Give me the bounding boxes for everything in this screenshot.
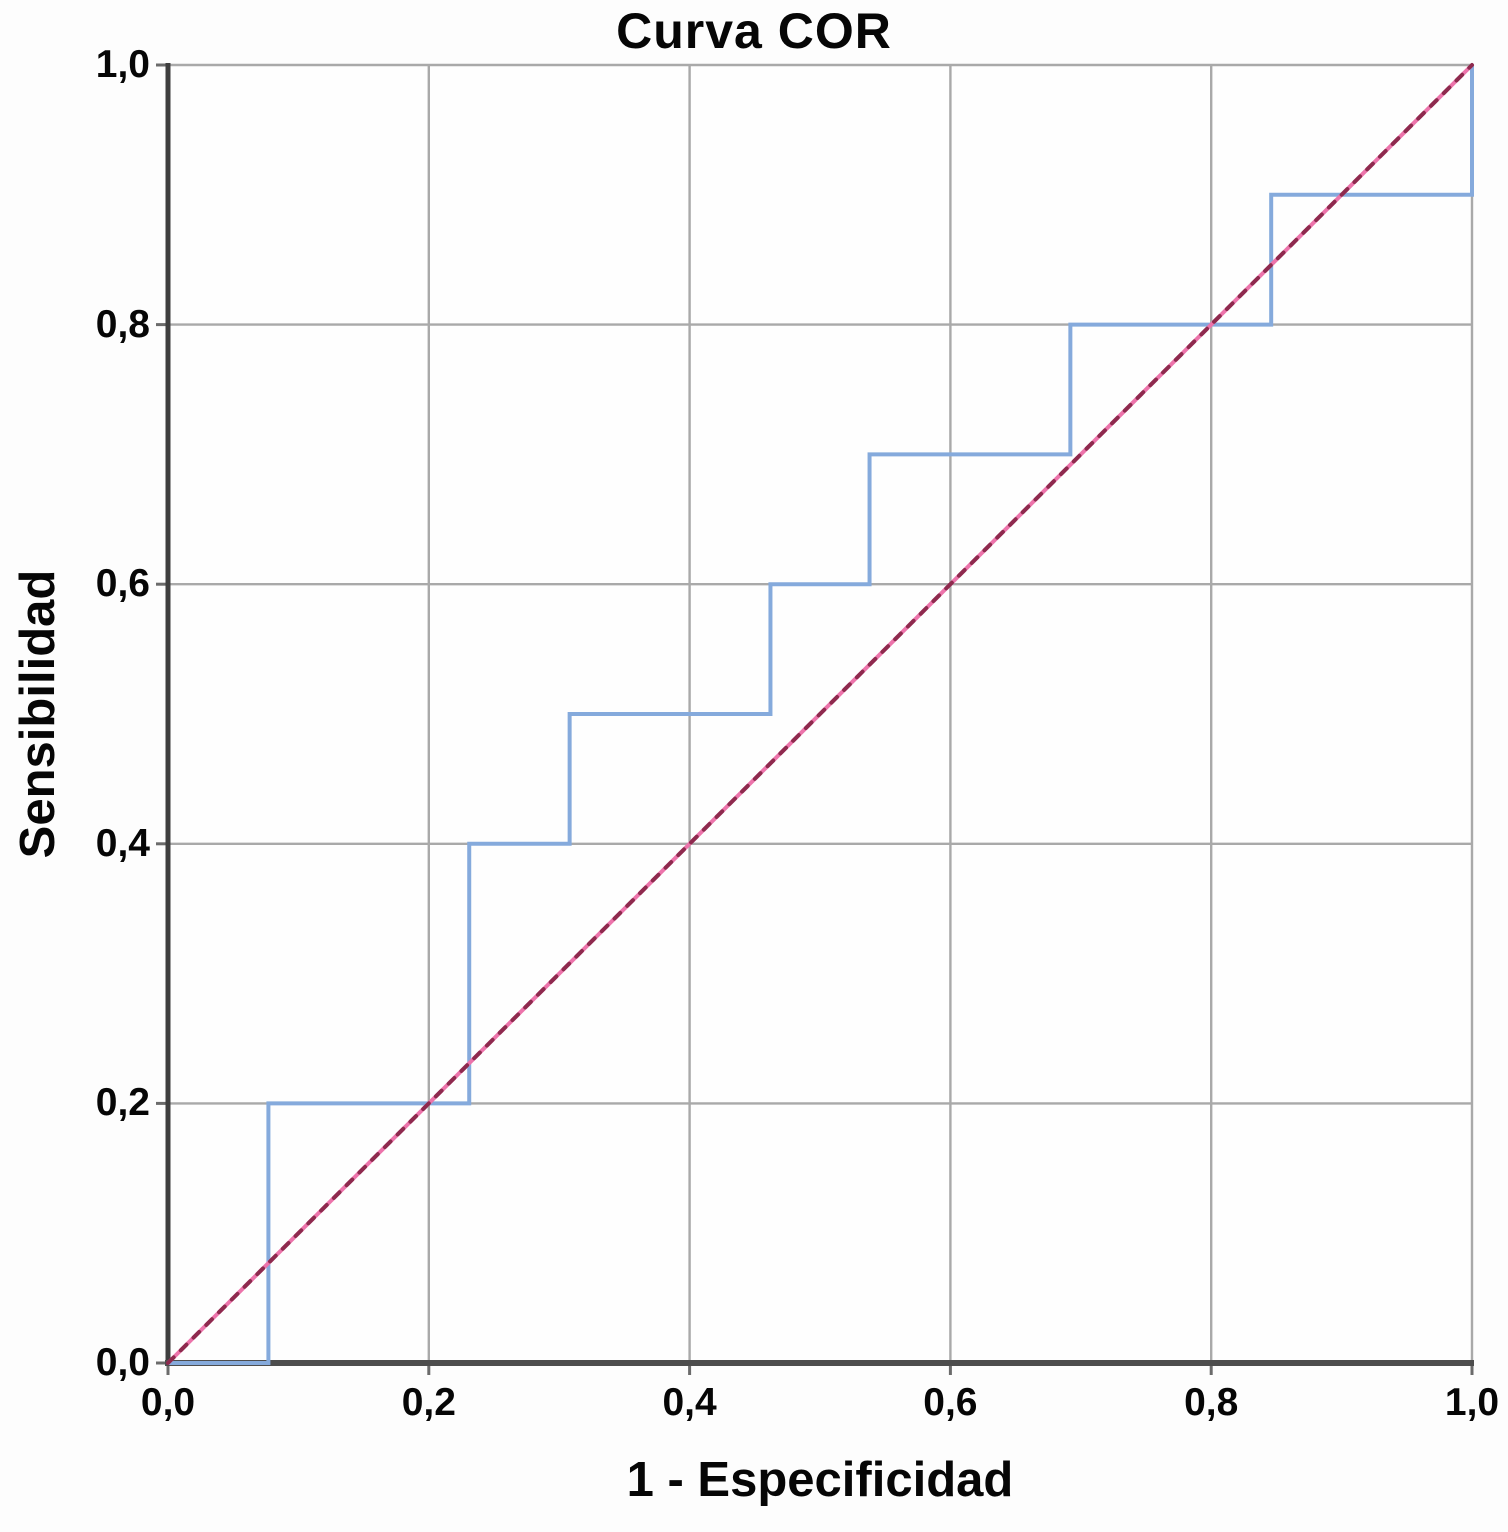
reference-diagonal-dashes xyxy=(166,63,1474,1365)
x-axis-title: 1 - Especificidad xyxy=(626,1453,1014,1507)
x-tick-label: 0,6 xyxy=(923,1381,978,1424)
y-tick-label: 0,2 xyxy=(95,1081,150,1125)
roc-curve-line xyxy=(168,65,1474,1365)
y-tick-label: 0,0 xyxy=(95,1341,150,1384)
x-tick-label: 0,2 xyxy=(401,1381,456,1424)
y-tick-label: 0,8 xyxy=(95,302,150,346)
x-tick-label: 0,0 xyxy=(140,1381,196,1424)
y-tick-label: 0,6 xyxy=(95,562,150,606)
x-tick-label: 0,4 xyxy=(662,1381,717,1424)
x-tick-label: 1,0 xyxy=(1444,1381,1500,1424)
x-tick-label: 0,8 xyxy=(1184,1381,1239,1424)
chart-title: Curva COR xyxy=(616,3,892,59)
y-tick-label: 1,0 xyxy=(95,43,150,86)
y-tick-label: 0,4 xyxy=(95,821,150,865)
